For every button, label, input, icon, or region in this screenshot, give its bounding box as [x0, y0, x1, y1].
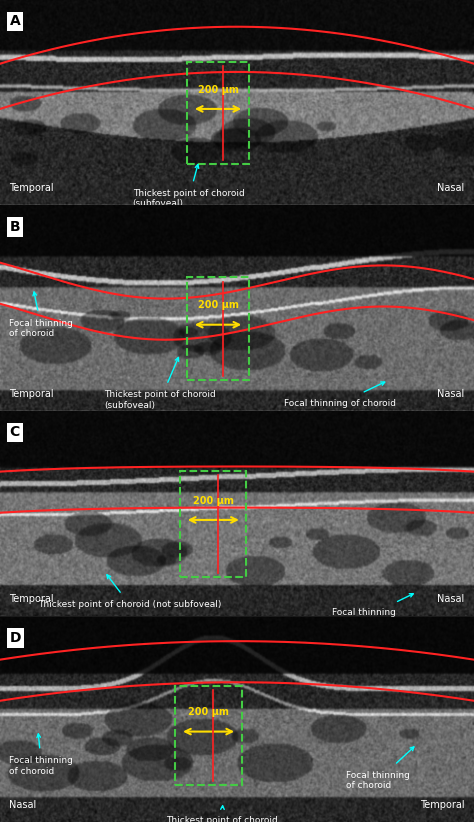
Text: Temporal: Temporal — [9, 183, 54, 193]
Text: B: B — [9, 219, 20, 234]
Text: Temporal: Temporal — [9, 389, 54, 399]
Text: Thickest point of choroid (not subfoveal): Thickest point of choroid (not subfoveal… — [38, 575, 221, 609]
Text: 200 μm: 200 μm — [188, 707, 229, 717]
Text: Nasal: Nasal — [438, 594, 465, 604]
Text: Focal thinning
of choroid: Focal thinning of choroid — [346, 747, 414, 790]
Text: C: C — [9, 426, 20, 440]
Text: Thickest point of choroid
(not subfoveal): Thickest point of choroid (not subfoveal… — [166, 806, 278, 822]
Text: Nasal: Nasal — [9, 800, 36, 810]
Text: 200 μm: 200 μm — [198, 300, 238, 310]
Bar — [180, 470, 246, 577]
Text: D: D — [9, 631, 21, 645]
Bar — [187, 62, 249, 164]
Text: Nasal: Nasal — [438, 183, 465, 193]
Text: Focal thinning
of choroid: Focal thinning of choroid — [9, 292, 73, 338]
Text: Nasal: Nasal — [438, 389, 465, 399]
Bar — [175, 686, 242, 785]
Text: 200 μm: 200 μm — [193, 496, 234, 506]
Text: Focal thinning of choroid: Focal thinning of choroid — [284, 382, 396, 408]
Text: Focal thinning
of choroid: Focal thinning of choroid — [9, 734, 73, 776]
Text: A: A — [9, 14, 20, 29]
Text: Temporal: Temporal — [9, 594, 54, 604]
Bar — [187, 278, 249, 380]
Text: Focal thinning
of choroid: Focal thinning of choroid — [332, 593, 413, 628]
Text: Thickest point of choroid
(subfoveal): Thickest point of choroid (subfoveal) — [133, 164, 245, 209]
Text: Thickest point of choroid
(subfoveal): Thickest point of choroid (subfoveal) — [104, 358, 216, 410]
Text: 200 μm: 200 μm — [198, 85, 238, 95]
Text: Temporal: Temporal — [420, 800, 465, 810]
